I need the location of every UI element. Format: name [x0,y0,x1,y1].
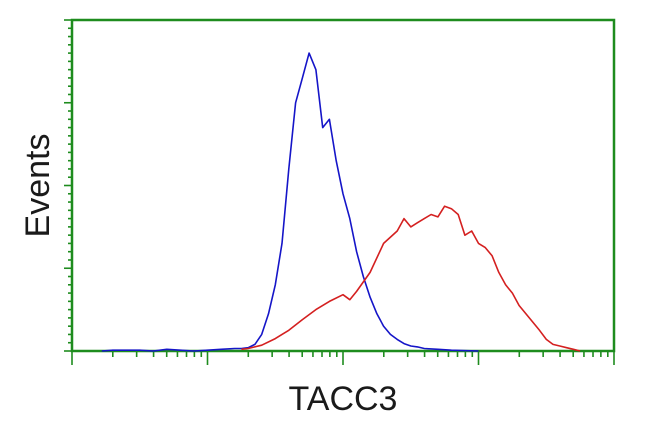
x-axis-label: TACC3 [289,380,398,418]
histogram-series-2 [241,205,581,352]
histogram-series-1 [101,52,479,352]
axis-ticks [64,19,615,365]
plot-frame [70,18,616,353]
series-layer [101,52,581,352]
y-axis-label: Events [19,134,57,238]
